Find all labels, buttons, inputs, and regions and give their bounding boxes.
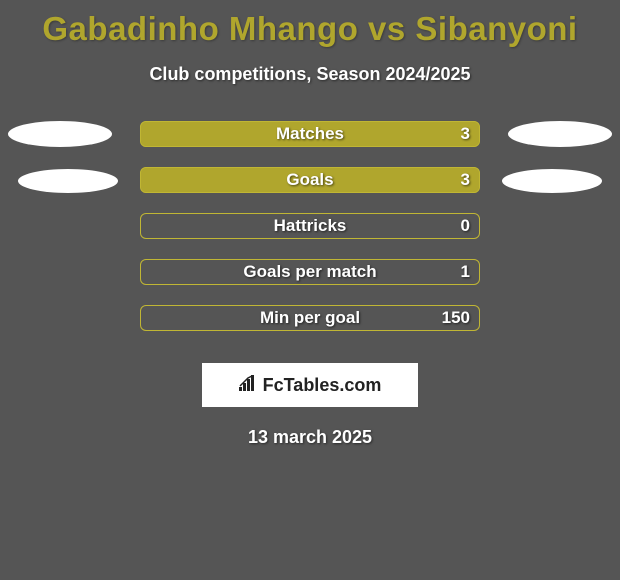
stat-row: Min per goal 150 xyxy=(0,305,620,351)
stat-row: Hattricks 0 xyxy=(0,213,620,259)
stats-container: Matches 3 Goals 3 Hattricks 0 Goals per … xyxy=(0,121,620,351)
stat-label: Min per goal xyxy=(140,305,480,331)
stat-bar: Goals 3 xyxy=(140,167,480,193)
stat-value: 3 xyxy=(461,167,470,193)
stat-value: 3 xyxy=(461,121,470,147)
stat-label: Goals per match xyxy=(140,259,480,285)
stat-row: Matches 3 xyxy=(0,121,620,167)
stat-bar: Min per goal 150 xyxy=(140,305,480,331)
stat-bar: Goals per match 1 xyxy=(140,259,480,285)
stat-bar: Hattricks 0 xyxy=(140,213,480,239)
stat-bar: Matches 3 xyxy=(140,121,480,147)
player-right-marker xyxy=(508,121,612,147)
stat-value: 1 xyxy=(461,259,470,285)
stat-label: Goals xyxy=(140,167,480,193)
stat-label: Hattricks xyxy=(140,213,480,239)
brand-text: FcTables.com xyxy=(263,375,382,396)
player-right-marker xyxy=(502,169,602,193)
chart-icon xyxy=(239,375,259,396)
stat-row: Goals per match 1 xyxy=(0,259,620,305)
page-title: Gabadinho Mhango vs Sibanyoni xyxy=(0,0,620,48)
stat-label: Matches xyxy=(140,121,480,147)
brand-link[interactable]: FcTables.com xyxy=(202,363,418,407)
player-left-marker xyxy=(18,169,118,193)
page-subtitle: Club competitions, Season 2024/2025 xyxy=(0,64,620,85)
date-text: 13 march 2025 xyxy=(0,427,620,448)
player-left-marker xyxy=(8,121,112,147)
stat-value: 150 xyxy=(442,305,470,331)
stat-value: 0 xyxy=(461,213,470,239)
stat-row: Goals 3 xyxy=(0,167,620,213)
